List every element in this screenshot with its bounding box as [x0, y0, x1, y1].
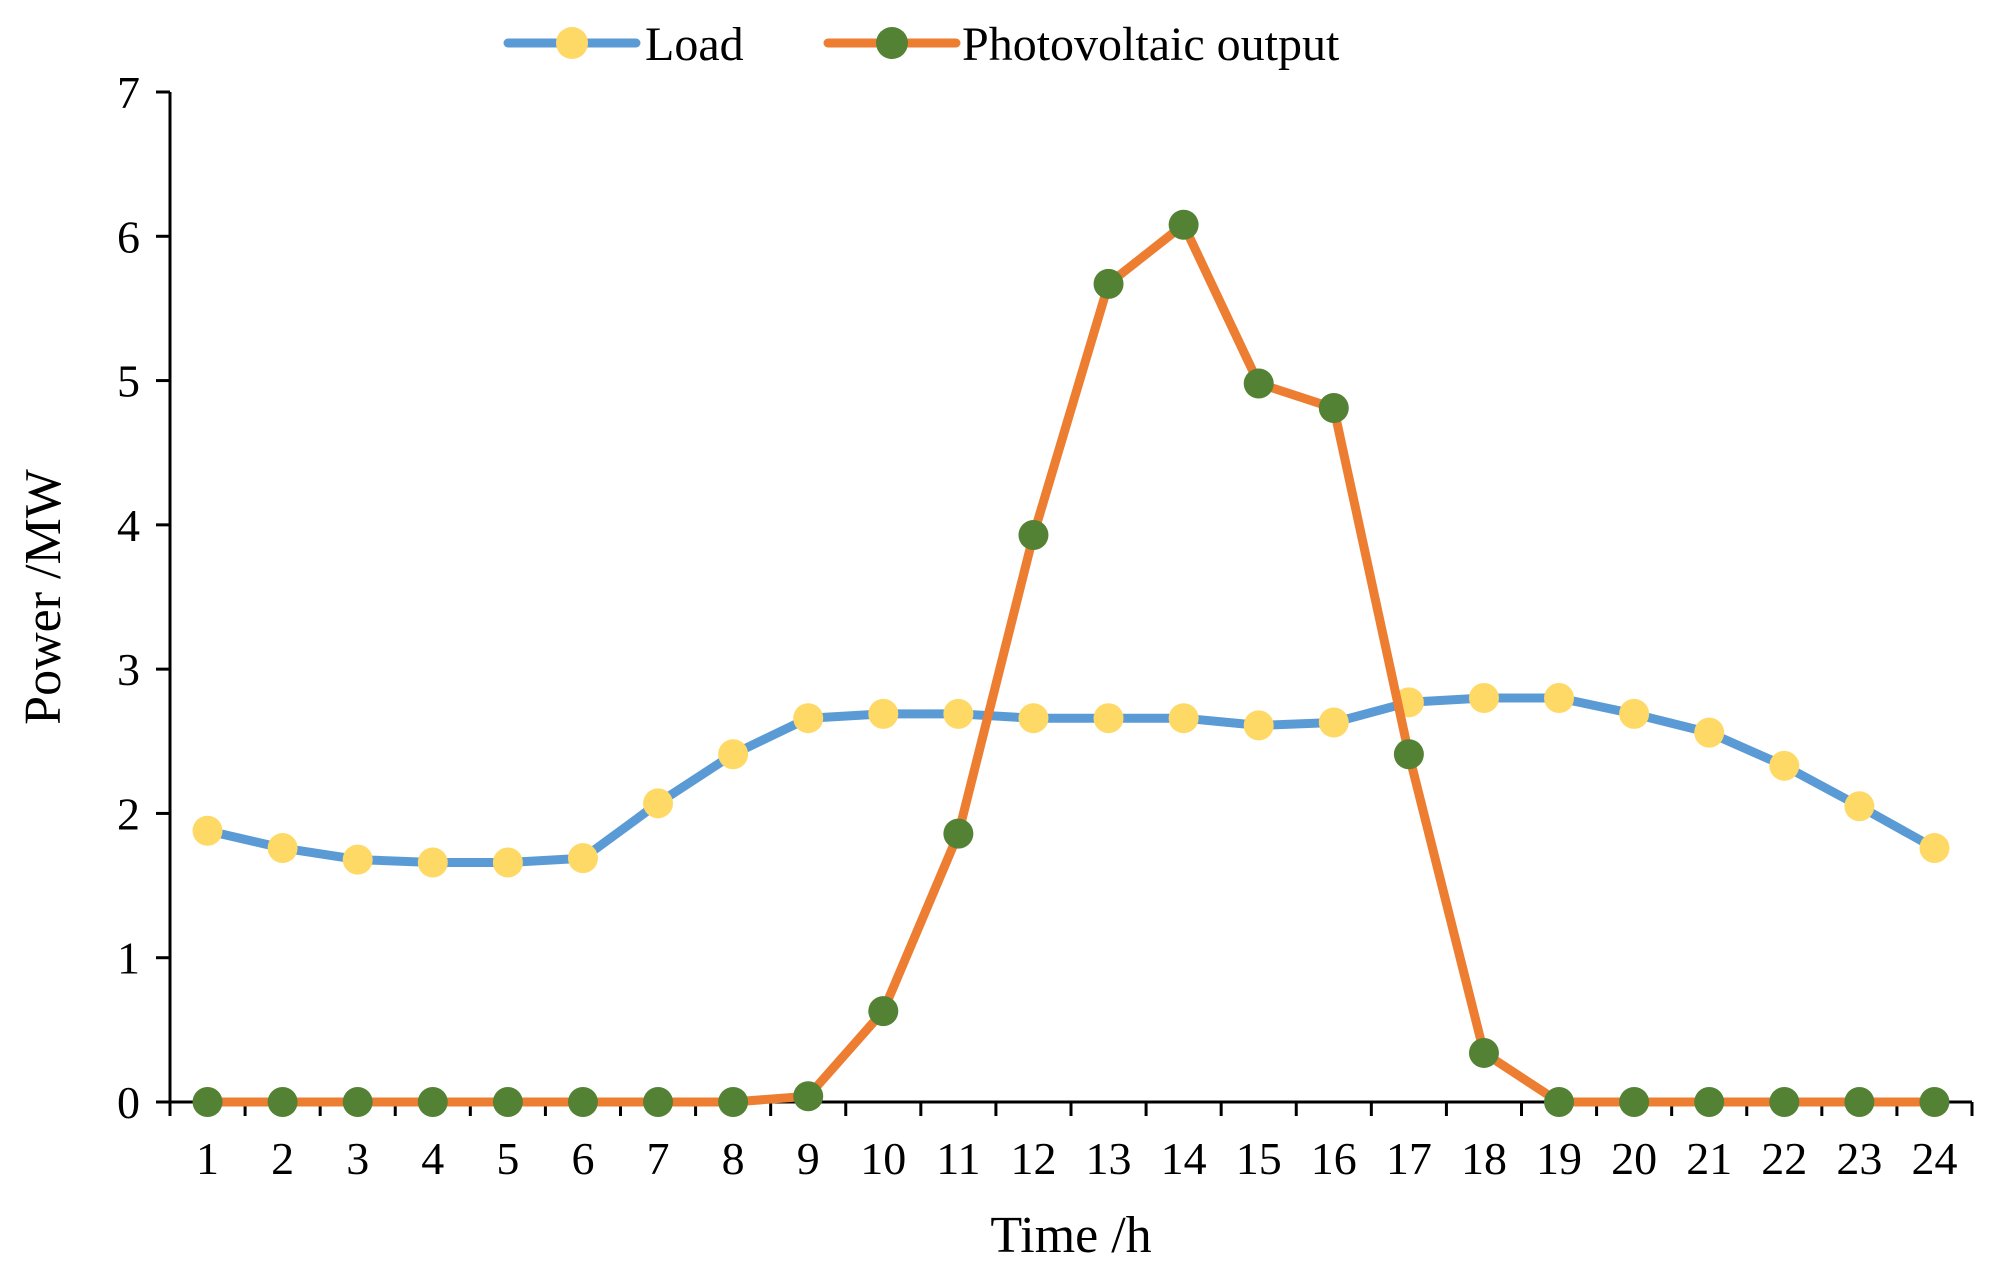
data-point — [1468, 683, 1499, 713]
data-point — [1318, 707, 1349, 738]
data-point — [342, 1087, 373, 1117]
x-tick-label: 19 — [1536, 1133, 1582, 1184]
x-tick-label: 10 — [860, 1133, 906, 1184]
x-tick-label: 9 — [797, 1133, 820, 1184]
legend-marker — [876, 27, 908, 59]
data-point — [868, 996, 899, 1027]
x-tick-label: 3 — [346, 1133, 369, 1184]
y-tick-label: 3 — [117, 644, 140, 695]
data-point — [267, 833, 298, 864]
x-tick-label: 15 — [1236, 1133, 1282, 1184]
y-tick-label: 7 — [117, 67, 140, 118]
y-tick-label: 0 — [117, 1077, 140, 1128]
x-tick-label: 4 — [421, 1133, 444, 1184]
legend-label: Load — [645, 18, 744, 71]
data-point — [1619, 698, 1650, 729]
data-point — [567, 843, 598, 874]
data-point — [1243, 710, 1274, 741]
data-point — [1769, 750, 1800, 781]
data-point — [718, 1087, 749, 1117]
data-point — [492, 1087, 523, 1117]
data-point — [267, 1087, 298, 1117]
y-tick-label: 4 — [117, 500, 140, 551]
x-ticks: 1 2 3 4 5 6 7 8 9 10 11 12 13 14 15 16 17 18 19 20 21 22 23 24 — [168, 1102, 1974, 1184]
data-point — [567, 1087, 598, 1117]
series-line — [203, 693, 1939, 867]
data-point — [1694, 717, 1725, 748]
legend-label: Photovoltaic output — [962, 18, 1340, 71]
y-tick-label: 5 — [117, 356, 140, 407]
data-point — [342, 844, 373, 875]
x-tick-label: 1 — [196, 1133, 219, 1184]
legend-marker — [556, 27, 588, 59]
x-tick-label: 22 — [1761, 1133, 1807, 1184]
data-point — [1168, 703, 1199, 734]
data-point — [1844, 791, 1875, 822]
x-tick-label: 24 — [1911, 1133, 1957, 1184]
data-point — [1018, 519, 1049, 550]
data-point — [1619, 1087, 1650, 1117]
data-point — [1544, 1087, 1575, 1117]
x-tick-label: 7 — [647, 1133, 670, 1184]
data-point — [1544, 683, 1575, 713]
data-point — [643, 788, 674, 819]
x-tick-label: 12 — [1010, 1133, 1056, 1184]
data-point — [492, 847, 523, 878]
data-point — [1393, 739, 1424, 770]
data-point — [192, 1087, 223, 1117]
data-point — [1694, 1087, 1725, 1117]
legend-entry: Load — [503, 18, 744, 71]
data-point — [943, 818, 974, 849]
x-tick-label: 11 — [936, 1133, 980, 1184]
data-point — [1769, 1087, 1800, 1117]
x-tick-label: 6 — [571, 1133, 594, 1184]
data-point — [1844, 1087, 1875, 1117]
data-point — [1919, 1087, 1950, 1117]
y-ticks: 0 1 2 3 4 5 6 7 — [117, 67, 170, 1128]
x-tick-label: 2 — [271, 1133, 294, 1184]
series-1 — [192, 209, 1950, 1117]
data-point — [943, 698, 974, 729]
y-axis-label: Power /MW — [15, 469, 72, 725]
data-point — [1919, 833, 1950, 864]
data-point — [1018, 703, 1049, 734]
series-line — [203, 220, 1939, 1107]
x-tick-label: 20 — [1611, 1133, 1657, 1184]
x-tick-label: 16 — [1311, 1133, 1357, 1184]
x-tick-label: 23 — [1836, 1133, 1882, 1184]
data-point — [868, 698, 899, 729]
data-point — [1093, 703, 1124, 734]
x-tick-label: 5 — [496, 1133, 519, 1184]
data-point — [1168, 209, 1199, 240]
data-point — [192, 815, 223, 846]
series-0 — [192, 683, 1950, 878]
y-tick-label: 1 — [117, 933, 140, 984]
legend-entry: Photovoltaic output — [823, 18, 1340, 71]
data-point — [417, 1087, 448, 1117]
series-group — [192, 209, 1950, 1117]
data-point — [793, 703, 824, 734]
x-tick-label: 8 — [722, 1133, 745, 1184]
x-tick-label: 17 — [1386, 1133, 1432, 1184]
x-tick-label: 18 — [1461, 1133, 1507, 1184]
y-tick-label: 2 — [117, 788, 140, 839]
x-tick-label: 21 — [1686, 1133, 1732, 1184]
legend: Load Photovoltaic output — [503, 18, 1340, 71]
data-point — [1243, 368, 1274, 399]
y-tick-label: 6 — [117, 211, 140, 262]
data-point — [793, 1081, 824, 1112]
data-point — [1468, 1037, 1499, 1068]
data-point — [718, 739, 749, 770]
x-tick-label: 13 — [1086, 1133, 1132, 1184]
data-point — [1093, 268, 1124, 299]
data-point — [1318, 392, 1349, 423]
x-tick-label: 14 — [1161, 1133, 1207, 1184]
x-axis-label: Time /h — [990, 1207, 1151, 1264]
data-point — [643, 1087, 674, 1117]
data-point — [417, 847, 448, 878]
